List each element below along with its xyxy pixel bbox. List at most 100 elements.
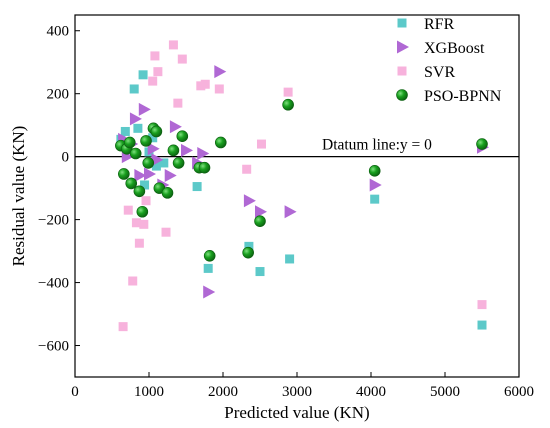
legend-label: PSO-BPNN <box>424 88 502 105</box>
data-point <box>138 102 151 116</box>
data-point <box>282 98 294 111</box>
y-axis-ticks: −600 −400 −200 0 200 400 <box>38 24 80 355</box>
y-tick-label: 0 <box>62 150 70 166</box>
data-point <box>203 263 213 273</box>
x-tick-label: 1000 <box>134 384 164 400</box>
plot-area <box>74 14 520 378</box>
data-point <box>192 182 202 192</box>
data-point <box>368 165 381 177</box>
data-point <box>255 205 267 219</box>
data-point <box>144 167 156 181</box>
data-point <box>284 205 297 219</box>
data-point <box>131 218 141 228</box>
data-point <box>118 322 128 332</box>
legend-marker <box>396 89 408 101</box>
data-point <box>141 196 151 206</box>
data-point <box>133 185 146 198</box>
x-tick-label: 5000 <box>430 384 460 400</box>
x-tick-label: 4000 <box>356 384 386 400</box>
x-tick-label: 3000 <box>282 384 312 400</box>
data-point <box>150 125 163 138</box>
data-point <box>129 112 142 126</box>
reference-line-label: Dtatum line:y = 0 <box>322 137 432 154</box>
legend: RFR XGBoost SVR PSO-BPNN <box>396 16 502 105</box>
data-point <box>136 205 149 218</box>
data-point <box>370 194 380 204</box>
data-point <box>369 178 382 192</box>
data-point <box>159 158 169 168</box>
data-point <box>120 126 130 136</box>
y-tick-label: 200 <box>47 87 70 103</box>
y-axis-label: Residual value (KN) <box>9 126 28 267</box>
data-point <box>285 254 295 264</box>
data-point <box>198 161 211 174</box>
legend-label: RFR <box>424 16 455 33</box>
legend-item: RFR <box>397 16 455 33</box>
y-tick-label: 400 <box>47 24 70 40</box>
y-tick-label: −600 <box>38 339 69 355</box>
series-svr <box>118 40 487 332</box>
data-point <box>476 138 488 150</box>
legend-label: SVR <box>424 64 455 81</box>
data-point <box>161 187 174 199</box>
x-axis-ticks: 0 1000 2000 3000 4000 5000 6000 <box>71 372 534 400</box>
data-point <box>200 79 210 89</box>
data-point <box>242 246 254 259</box>
data-point <box>139 219 149 229</box>
data-point <box>123 136 136 149</box>
legend-marker <box>397 40 409 54</box>
data-point <box>177 54 187 64</box>
data-point <box>147 142 160 156</box>
data-point <box>214 65 227 79</box>
data-point <box>164 169 177 183</box>
x-tick-label: 0 <box>71 384 79 400</box>
x-axis-label: Predicted value (KN) <box>224 403 369 422</box>
data-point <box>133 123 143 133</box>
data-point <box>150 51 160 61</box>
x-tick-label: 6000 <box>504 384 534 400</box>
data-point <box>255 267 265 277</box>
legend-item: SVR <box>397 64 455 81</box>
legend-marker <box>397 18 407 28</box>
data-point <box>214 136 227 149</box>
data-point <box>244 241 254 251</box>
y-tick-label: −400 <box>38 276 69 292</box>
data-point <box>134 169 147 183</box>
data-point <box>256 139 266 149</box>
data-point <box>176 130 189 142</box>
data-point <box>142 157 155 169</box>
data-point <box>151 153 164 167</box>
data-points <box>115 40 489 332</box>
data-point <box>123 205 133 215</box>
data-point <box>242 164 252 174</box>
data-point <box>203 285 216 299</box>
data-point <box>161 227 171 237</box>
data-point <box>148 76 158 86</box>
data-point <box>168 40 178 50</box>
y-tick-label: −200 <box>38 213 69 229</box>
legend-marker <box>397 66 407 76</box>
data-point <box>167 144 180 157</box>
x-tick-label: 2000 <box>208 384 238 400</box>
series-pso-bpnn <box>115 98 488 262</box>
data-point <box>181 143 193 157</box>
data-point <box>151 161 161 171</box>
data-point <box>169 120 182 134</box>
data-point <box>153 67 163 77</box>
data-point <box>214 84 224 94</box>
data-point <box>173 98 183 108</box>
data-point <box>128 276 138 286</box>
data-point <box>129 147 142 160</box>
data-point <box>477 320 487 330</box>
data-point <box>243 194 256 208</box>
legend-item: XGBoost <box>397 40 485 57</box>
data-point <box>197 147 210 161</box>
data-point <box>140 180 150 190</box>
legend-item: PSO-BPNN <box>396 88 502 105</box>
data-point <box>477 300 487 310</box>
data-point <box>254 215 266 227</box>
data-point <box>283 87 293 97</box>
data-point <box>148 133 158 143</box>
data-point <box>129 84 139 94</box>
